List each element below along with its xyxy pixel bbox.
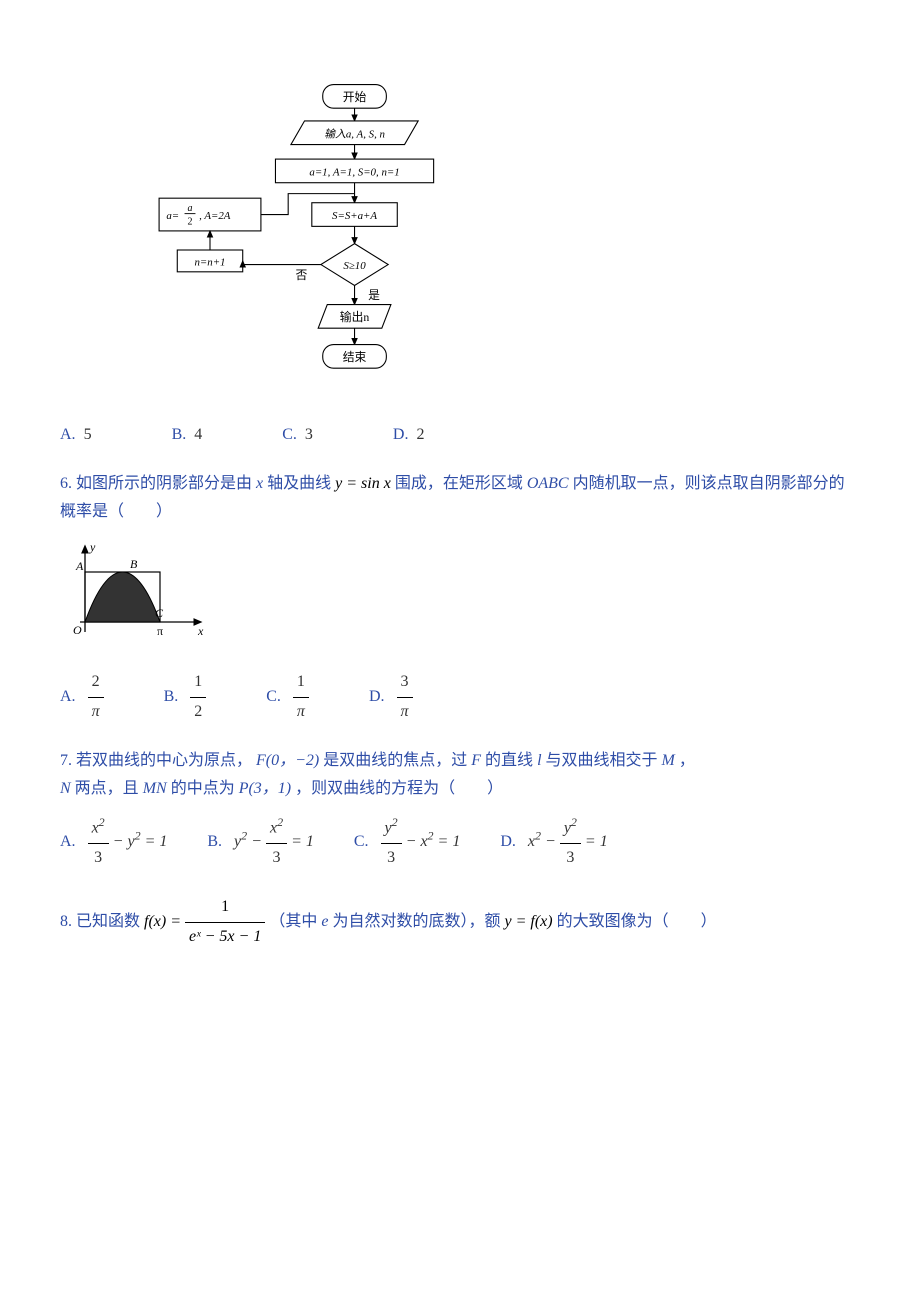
flowchart-svg: 开始 输入a, A, S, n a=1, A=1, S=0, n=1 S=S+a… [150, 60, 450, 400]
q8-yeq: y = f(x) [504, 913, 552, 930]
svg-text:, A=2A: , A=2A [199, 210, 231, 222]
q6-number: 6. [60, 475, 72, 492]
q7-t4: 与双曲线相交于 [546, 752, 658, 769]
node-update-a: a= [166, 210, 179, 222]
q7-t8: ，则双曲线的方程为（ ） [295, 780, 503, 797]
graph-C: C [155, 606, 164, 620]
q5-options: A. 5 B. 4 C. 3 D. 2 [60, 421, 860, 450]
q6-curve: y = sin x [335, 475, 391, 492]
q7-N: N [60, 780, 71, 797]
svg-text:a: a [188, 203, 193, 214]
q7-focus: F(0，−2) [256, 752, 319, 769]
q5-opt-d: 2 [416, 426, 424, 443]
q5-opt-b-label: B. [172, 426, 187, 443]
graph-xaxis: x [197, 624, 204, 638]
q6-b-den: 2 [190, 698, 206, 727]
q6-d-den: π [397, 698, 413, 727]
edge-label-yes: 是 [368, 288, 380, 302]
q7-l: l [537, 752, 541, 769]
q5-opt-d-label: D. [393, 426, 409, 443]
graph-A: A [75, 559, 84, 573]
q7-opt-d-label: D. [500, 833, 516, 850]
q6-t1: 如图所示的阴影部分是由 [76, 475, 252, 492]
q6-opt-c-label: C. [266, 688, 281, 705]
q6-rect: OABC [527, 475, 569, 492]
q7-t6: 两点，且 [75, 780, 139, 797]
q7-opt-c-label: C. [354, 833, 369, 850]
q8-fden: eˣ − 5x − 1 [185, 923, 265, 952]
edge-label-no: 否 [295, 268, 307, 282]
q7-F: F [471, 752, 481, 769]
q6-options: A. 2π B. 12 C. 1π D. 3π [60, 668, 860, 727]
q6-t3: 围成，在矩形区域 [395, 475, 523, 492]
q8-t2: （其中 [269, 913, 317, 930]
node-sum: S=S+a+A [332, 210, 377, 222]
q7-t1: 若双曲线的中心为原点， [76, 752, 252, 769]
q7-d-den: 3 [560, 844, 581, 873]
q7-opt-b-label: B. [207, 833, 222, 850]
flowchart-figure: 开始 输入a, A, S, n a=1, A=1, S=0, n=1 S=S+a… [150, 60, 860, 411]
q7-number: 7. [60, 752, 72, 769]
q6-x: x [256, 475, 263, 492]
q6-b-num: 1 [190, 668, 206, 698]
q5-opt-c: 3 [305, 426, 313, 443]
q6-c-den: π [293, 698, 309, 727]
node-init: a=1, A=1, S=0, n=1 [309, 166, 399, 178]
node-end: 结束 [343, 350, 367, 364]
q5-opt-c-label: C. [282, 426, 297, 443]
q6-opt-a-label: A. [60, 688, 76, 705]
node-start: 开始 [343, 90, 367, 104]
q5-opt-b: 4 [194, 426, 202, 443]
graph-yaxis: y [89, 540, 96, 554]
q8-number: 8. [60, 913, 72, 930]
q7-c-den: 3 [381, 844, 402, 873]
q7-t5: ， [679, 752, 695, 769]
q5-opt-a: 5 [84, 426, 92, 443]
q8-text: 8. 已知函数 f(x) = 1eˣ − 5x − 1 （其中 e 为自然对数的… [60, 893, 860, 952]
svg-text:2: 2 [188, 217, 193, 228]
q5-opt-a-label: A. [60, 426, 76, 443]
q7-b-den: 3 [266, 844, 287, 873]
q6-d-num: 3 [397, 668, 413, 698]
q6-a-num: 2 [88, 668, 104, 698]
q7-a-den: 3 [88, 844, 109, 873]
q7-t2: 是双曲线的焦点，过 [323, 752, 467, 769]
q6-opt-b-label: B. [164, 688, 179, 705]
q6-graph: O A B C π x y [60, 537, 860, 658]
q8-fnum: 1 [185, 893, 265, 923]
q7-P: P(3，1) [239, 780, 291, 797]
q6-text: 6. 如图所示的阴影部分是由 x 轴及曲线 y = sin x 围成，在矩形区域… [60, 470, 860, 528]
q6-c-num: 1 [293, 668, 309, 698]
q8-e: e [321, 913, 328, 930]
node-cond: S≥10 [343, 260, 366, 272]
q8-t1: 已知函数 [76, 913, 140, 930]
q6-opt-d-label: D. [369, 688, 385, 705]
q7-MN: MN [143, 780, 167, 797]
graph-O: O [73, 623, 82, 637]
q6-t2: 轴及曲线 [267, 475, 331, 492]
node-input: 输入a, A, S, n [324, 127, 385, 140]
q7-M: M [662, 752, 675, 769]
graph-pi: π [157, 624, 163, 638]
q6-a-den: π [88, 698, 104, 727]
node-inc-n: n=n+1 [194, 256, 225, 268]
q7-opt-a-label: A. [60, 833, 76, 850]
q7-t3: 的直线 [485, 752, 533, 769]
q8-t4: 的大致图像为（ ） [557, 913, 717, 930]
graph-B: B [130, 557, 138, 571]
q7-text: 7. 若双曲线的中心为原点， F(0，−2) 是双曲线的焦点，过 F 的直线 l… [60, 747, 860, 805]
q8-lhs: f(x) = [144, 913, 181, 930]
q7-t7: 的中点为 [171, 780, 235, 797]
node-output: 输出n [340, 310, 370, 324]
q7-options: A. x23 − y2 = 1 B. y2 − x23 = 1 C. y23 −… [60, 812, 860, 873]
q8-t3: 为自然对数的底数），额 [332, 913, 500, 930]
